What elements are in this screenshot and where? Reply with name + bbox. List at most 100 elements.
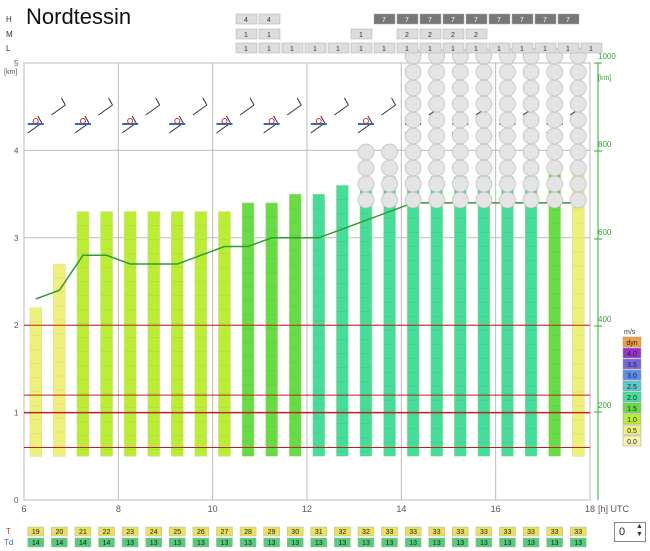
cloud-cell bbox=[396, 13, 419, 25]
cloud-cell-value: 1 bbox=[497, 46, 501, 53]
td-cell bbox=[239, 537, 257, 548]
cloud-cell-value: 1 bbox=[405, 46, 409, 53]
cloud-circle bbox=[428, 191, 446, 209]
td-value: 13 bbox=[315, 540, 323, 547]
wind-barb bbox=[98, 104, 113, 116]
cloud-circle bbox=[451, 175, 469, 193]
cloud-cell bbox=[258, 42, 281, 54]
cloud-cell-value: 7 bbox=[451, 17, 455, 24]
t-cell bbox=[216, 526, 233, 537]
cloud-circle bbox=[428, 175, 446, 193]
cloud-circle bbox=[404, 95, 422, 113]
cloud-circle bbox=[475, 159, 493, 177]
wind-barb bbox=[286, 104, 302, 116]
stepper-arrows[interactable]: ▲ ▼ bbox=[636, 523, 643, 538]
cloud-circle bbox=[428, 127, 446, 145]
cloud-circle bbox=[569, 175, 587, 193]
cloud-cell bbox=[350, 42, 373, 54]
x-tick-label: 6 bbox=[21, 504, 26, 514]
td-cell bbox=[357, 537, 375, 548]
x-tick-label: 16 bbox=[491, 504, 501, 514]
wind-barb-tick bbox=[343, 97, 349, 106]
x-axis-unit: [h] UTC bbox=[598, 504, 630, 514]
cloud-row-label: L bbox=[6, 44, 11, 53]
x-tick-label: 10 bbox=[208, 504, 218, 514]
t-value: 28 bbox=[244, 529, 252, 536]
cloud-cell bbox=[534, 13, 557, 25]
thermal-bar bbox=[265, 202, 278, 457]
cloud-circle bbox=[381, 175, 398, 193]
x-tick-label: 18 bbox=[585, 504, 595, 514]
right-tick-label: 400 bbox=[598, 315, 612, 324]
cloud-circle bbox=[428, 79, 446, 97]
td-cell bbox=[145, 537, 162, 548]
t-cell bbox=[334, 526, 351, 537]
cloud-circle bbox=[428, 111, 446, 129]
cloud-cell bbox=[304, 42, 327, 54]
legend-label: 2.0 bbox=[627, 395, 637, 402]
cloud-cell bbox=[258, 13, 281, 25]
cloud-circle bbox=[451, 63, 469, 81]
cloud-cell bbox=[235, 13, 258, 25]
y-tick-label: 1 bbox=[14, 409, 19, 418]
cloud-cell bbox=[465, 13, 488, 25]
cloud-cell bbox=[327, 42, 350, 54]
cloud-circle bbox=[569, 191, 587, 209]
cloud-cell-value: 2 bbox=[405, 32, 409, 39]
cloud-circle bbox=[475, 175, 493, 193]
right-tick-label: 600 bbox=[598, 228, 612, 237]
cloud-circle bbox=[428, 143, 446, 161]
t-value: 33 bbox=[433, 529, 441, 536]
cloud-circle bbox=[475, 143, 493, 161]
cloud-circle bbox=[404, 159, 422, 177]
legend-label: 3.0 bbox=[627, 373, 637, 380]
t-cell bbox=[546, 526, 563, 537]
cloud-cell bbox=[373, 42, 396, 54]
t-value: 33 bbox=[409, 529, 417, 536]
cloud-cell-value: 1 bbox=[428, 46, 432, 53]
cloud-cell-value: 2 bbox=[474, 32, 478, 39]
t-cell bbox=[357, 526, 375, 537]
cloud-circle bbox=[475, 79, 493, 97]
td-row-label: Td bbox=[4, 538, 13, 547]
td-cell bbox=[475, 537, 493, 548]
cloud-cell-value: 1 bbox=[244, 46, 248, 53]
legend-label: 4.0 bbox=[627, 351, 637, 358]
td-cell bbox=[98, 537, 115, 548]
t-value: 23 bbox=[126, 529, 134, 536]
cloud-circle bbox=[404, 79, 422, 97]
cloud-cell bbox=[235, 28, 258, 40]
td-value: 13 bbox=[197, 540, 205, 547]
x-tick-label: 8 bbox=[116, 504, 121, 514]
td-value: 13 bbox=[480, 540, 488, 547]
cloud-circle bbox=[499, 111, 516, 129]
td-value: 13 bbox=[268, 540, 276, 547]
cloud-cell bbox=[235, 42, 258, 54]
wind-barb-tick bbox=[296, 97, 302, 106]
cloud-circle bbox=[451, 143, 469, 161]
legend-swatch bbox=[622, 369, 642, 381]
cloud-circle bbox=[522, 95, 540, 113]
cloud-cell-value: 1 bbox=[290, 46, 294, 53]
time-offset-input[interactable]: 0 bbox=[614, 522, 646, 542]
td-cell bbox=[74, 537, 92, 548]
cloud-cell-value: 7 bbox=[382, 17, 386, 24]
legend-label: 1.5 bbox=[627, 406, 637, 413]
thermal-bar bbox=[171, 211, 184, 457]
t-value: 21 bbox=[79, 529, 87, 536]
cloud-circle bbox=[569, 127, 587, 145]
cloud-cell-value: 1 bbox=[382, 46, 386, 53]
thermal-bar bbox=[336, 185, 349, 457]
right-tick-label: 800 bbox=[598, 140, 612, 149]
t-cell bbox=[74, 526, 92, 537]
cloud-cell bbox=[534, 42, 557, 54]
cloud-circle bbox=[522, 143, 540, 161]
t-value: 33 bbox=[551, 529, 559, 536]
wind-barb-tick bbox=[273, 115, 279, 124]
cloud-circle bbox=[499, 143, 516, 161]
cloud-circle bbox=[428, 159, 446, 177]
t-cell bbox=[27, 526, 44, 537]
t-cell bbox=[239, 526, 257, 537]
t-cell bbox=[287, 526, 304, 537]
